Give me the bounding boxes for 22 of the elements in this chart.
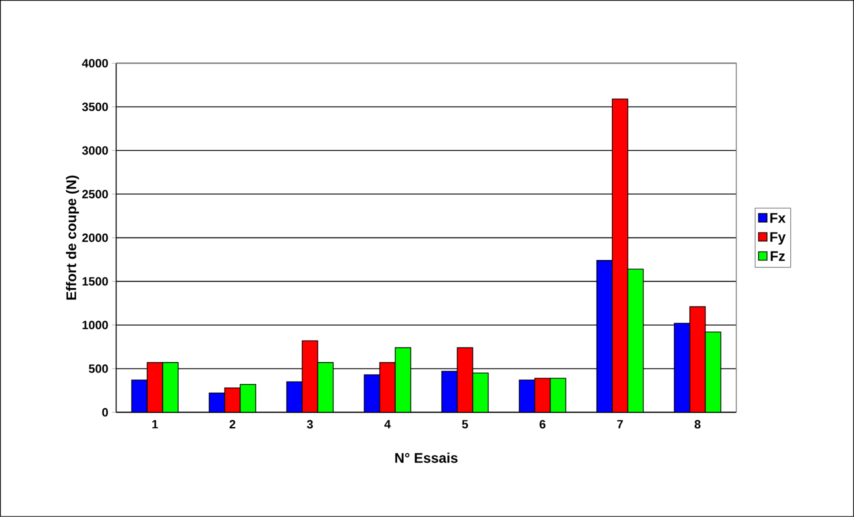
legend-label: Fz xyxy=(770,251,785,261)
y-tick-label: 4000 xyxy=(82,59,108,68)
y-tick-label: 500 xyxy=(88,364,108,373)
y-tick-label: 2500 xyxy=(82,190,108,198)
legend-label: Fx xyxy=(770,213,786,223)
x-axis-title: N° Essais xyxy=(395,452,458,463)
legend-label: Fy xyxy=(770,232,786,245)
x-tick-label: 1 xyxy=(152,420,158,428)
x-tick-label: 8 xyxy=(694,420,701,429)
y-tick-label: 1000 xyxy=(82,320,108,330)
y-tick-label: 0 xyxy=(102,408,108,417)
x-tick-label: 7 xyxy=(617,420,623,428)
y-tick-label: 3500 xyxy=(82,102,108,112)
y-axis-title: Effort de coupe (N) xyxy=(66,176,79,300)
x-tick-label: 6 xyxy=(540,420,546,429)
y-tick-label: 3000 xyxy=(82,146,108,155)
x-tick-label: 5 xyxy=(462,420,468,428)
x-tick-label: 3 xyxy=(306,420,313,429)
x-tick-label: 4 xyxy=(384,420,391,428)
y-tick-label: 1500 xyxy=(82,277,108,286)
y-tick-label: 2000 xyxy=(82,234,108,242)
x-tick-label: 2 xyxy=(230,420,236,428)
